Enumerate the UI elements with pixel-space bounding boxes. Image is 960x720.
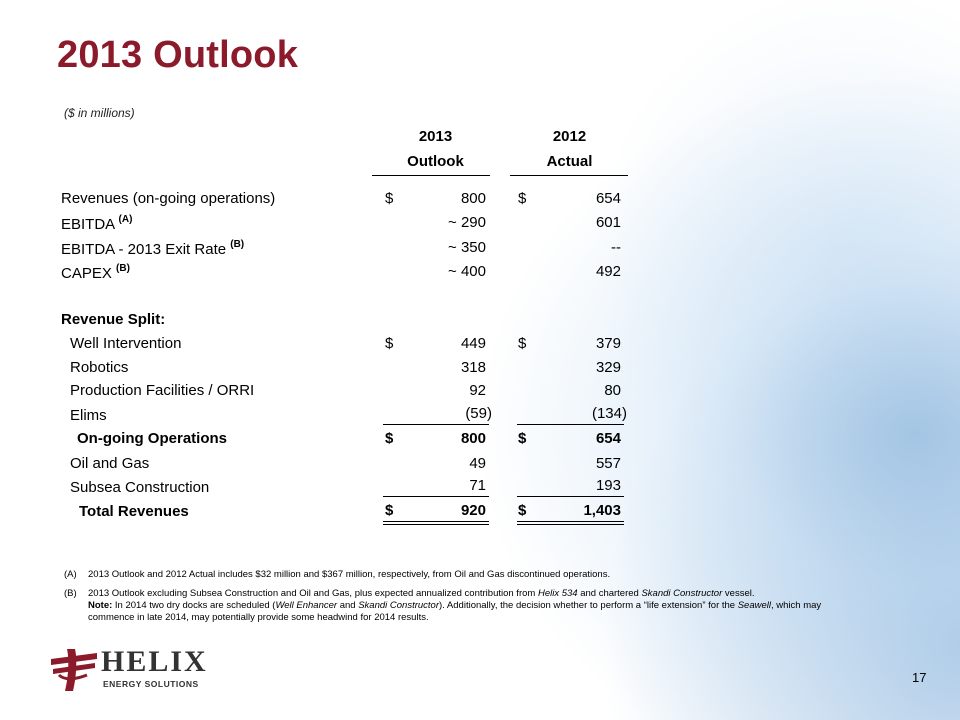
page-number: 17: [912, 670, 927, 685]
value-2012: (134): [591, 405, 627, 422]
value-2013: 920: [460, 502, 486, 519]
dollar-sign: $: [518, 190, 527, 207]
footnotes: (A) 2013 Outlook and 2012 Actual include…: [64, 569, 864, 631]
col-2012-label: Actual: [546, 153, 593, 170]
subtotal-rule-2012: [517, 424, 624, 425]
row-label-ongoing-operations: On-going Operations: [77, 430, 227, 447]
footnote-ref: (B): [116, 263, 130, 274]
subtotal-rule-2013: [383, 496, 489, 497]
row-label-subsea-construction: Subsea Construction: [70, 479, 210, 496]
value-2012: 329: [595, 359, 621, 376]
footnote-ref: (B): [230, 239, 245, 250]
header-rule-2012: [510, 175, 628, 176]
dollar-sign: $: [518, 335, 527, 352]
value-2012: 193: [595, 477, 621, 494]
value-2013: 800: [460, 430, 486, 447]
logo-tagline: ENERGY SOLUTIONS: [103, 679, 199, 689]
value-2012: 80: [604, 382, 621, 399]
col-2013-year: 2013: [418, 128, 453, 145]
row-label-robotics: Robotics: [70, 359, 129, 376]
row-label-ebitda-exit: EBITDA - 2013 Exit Rate (B): [61, 239, 245, 258]
dollar-sign: $: [385, 430, 394, 447]
footnote-b: (B) 2013 Outlook excluding Subsea Constr…: [64, 588, 822, 623]
units-note: ($ in millions): [64, 106, 135, 120]
header-rule-2013: [372, 175, 490, 176]
value-2012: 1,403: [583, 502, 621, 519]
value-2013: (59): [465, 405, 492, 422]
row-label-well-intervention: Well Intervention: [70, 335, 182, 352]
subtotal-rule-2013: [383, 424, 489, 425]
value-2012: --: [611, 239, 621, 256]
value-2012: 492: [595, 263, 621, 280]
value-2013: 49: [469, 455, 486, 472]
value-2013: ~ 350: [448, 239, 486, 256]
footnote-a: (A) 2013 Outlook and 2012 Actual include…: [64, 569, 611, 580]
subtotal-rule-2012: [517, 496, 624, 497]
row-label-capex: CAPEX (B): [61, 263, 130, 282]
section-header-revenue-split: Revenue Split:: [61, 311, 166, 328]
value-2012: 557: [595, 455, 621, 472]
total-double-rule-2013: [383, 521, 489, 522]
value-2012: 601: [595, 214, 621, 231]
value-2012: 379: [595, 335, 621, 352]
dollar-sign: $: [385, 335, 394, 352]
logo-wordmark: HELIX: [101, 645, 208, 678]
page-title: 2013 Outlook: [57, 34, 299, 76]
value-2012: 654: [595, 190, 621, 207]
value-2013: 71: [469, 477, 486, 494]
dollar-sign: $: [385, 502, 394, 519]
row-label-oil-and-gas: Oil and Gas: [70, 455, 150, 472]
value-2012: 654: [595, 430, 621, 447]
dollar-sign: $: [518, 430, 527, 447]
value-2013: 800: [460, 190, 486, 207]
total-double-rule-2013: [383, 524, 489, 525]
total-double-rule-2012: [517, 524, 624, 525]
value-2013: 92: [469, 382, 486, 399]
value-2013: 318: [460, 359, 486, 376]
value-2013: 449: [460, 335, 486, 352]
dollar-sign: $: [518, 502, 527, 519]
row-label-production-facilities: Production Facilities / ORRI: [70, 382, 255, 399]
helix-logo: HELIX ENERGY SOLUTIONS: [47, 645, 207, 693]
row-label-revenues: Revenues (on-going operations): [61, 190, 276, 207]
dollar-sign: $: [385, 190, 394, 207]
value-2013: ~ 400: [448, 263, 486, 280]
value-2013: ~ 290: [448, 214, 486, 231]
helix-emblem-icon: [51, 649, 97, 691]
footnote-ref: (A): [118, 214, 133, 225]
col-2013-label: Outlook: [407, 153, 464, 170]
row-label-elims: Elims: [70, 407, 107, 424]
row-label-total-revenues: Total Revenues: [79, 503, 189, 520]
total-double-rule-2012: [517, 521, 624, 522]
row-label-ebitda: EBITDA (A): [61, 214, 133, 233]
col-2012-year: 2012: [552, 128, 587, 145]
